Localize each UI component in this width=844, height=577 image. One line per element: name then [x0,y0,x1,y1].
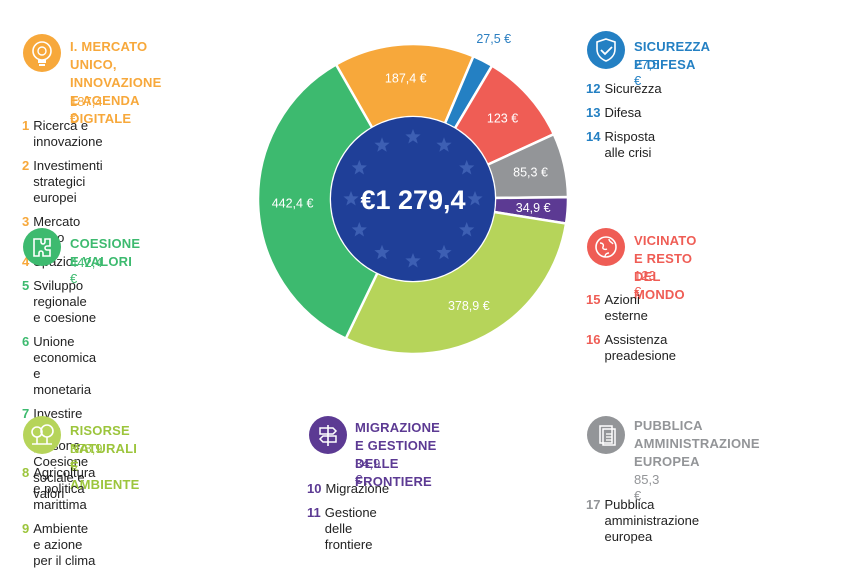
slice-label: 378,9 € [448,299,490,313]
heading-title: PUBBLICA AMMINISTRAZIONE EUROPEA [634,418,760,469]
eu-star [436,244,452,260]
list-item: 13 Difesa [586,105,642,120]
list-item: 2 Investimenti strategici europei [22,158,103,205]
center-total: €1 279,4 [360,185,465,215]
list-item: 5 Sviluppo regionale e coesione [22,278,97,325]
heading-title: RISORSE NATURALI E AMBIENTE [70,423,140,492]
heading-title: I. MERCATO UNICO, INNOVAZIONE E AGENDA D… [70,39,162,126]
list-item: 8 Agricoltura e politica marittima [22,465,96,512]
donut-chart: €1 279,4 187,4 € 27,5 € 123 € 85,3 € 34,9 € 3… [256,32,570,356]
heading-title: COESIONE E VALORI [70,236,141,269]
heading-amount: 27,5 € [634,57,660,88]
list-item: 12 Sicurezza [586,81,662,96]
eu-stars [343,129,483,268]
trees-icon [23,416,61,454]
globe-icon [587,228,625,266]
list-item: 6 Unione economica e monetaria [22,334,97,397]
lightbulb-gear-icon [23,34,61,72]
document-icon [587,416,625,454]
eu-star [374,244,390,260]
eu-star [351,222,367,237]
eu-star [467,191,483,206]
heading-amount: 378,9 € [70,441,103,472]
list-item: 10 Migrazione [307,481,390,496]
list-item: 9 Ambiente e azione per il clima [22,521,96,568]
heading-amount: 85,3 € [634,472,660,503]
eu-star [436,137,452,152]
heading-amount: 442,4 € [70,255,103,286]
signpost-icon [309,416,347,454]
puzzle-icon [23,228,61,266]
slice-labels: 187,4 € 27,5 € 123 € 85,3 € 34,9 € 378,9 € 442… [272,32,551,313]
shield-check-icon [587,31,625,69]
list-item: 1 Ricerca e innovazione [22,118,103,149]
slice-label: 123 € [487,111,518,125]
list-item: 16 Assistenza preadesione [586,332,677,363]
slice-label: 34,9 € [516,201,551,215]
eu-center-disc [331,117,495,281]
slice-label: 85,3 € [513,165,548,179]
heading-title: SICUREZZA E DIFESA [634,39,710,72]
eu-star [374,137,390,152]
eu-star [351,160,367,175]
slice-label: 27,5 € [476,32,511,46]
list-item: 11 Gestione delle frontiere [307,505,377,552]
heading-amount: 34,9 € [355,456,381,487]
eu-star [459,160,475,175]
slice-label: 442,4 € [272,196,314,210]
eu-star [459,222,475,237]
heading-amount: 123 € [634,268,656,299]
eu-star [343,191,359,206]
list-item: 15 Azioni esterne [586,292,648,323]
heading-title: MIGRAZIONE E GESTIONE DELLE FRONTIERE [355,420,441,489]
list-item: 14 Risposta alle crisi [586,129,656,160]
slice-label: 187,4 € [385,72,427,86]
heading-title: VICINATO E RESTO DEL MONDO [634,233,697,302]
heading-amount: 187,4 € [70,94,103,125]
eu-star [405,129,421,144]
eu-star [405,253,421,268]
list-item: 17 Pubblica amministrazione europea [586,497,700,544]
